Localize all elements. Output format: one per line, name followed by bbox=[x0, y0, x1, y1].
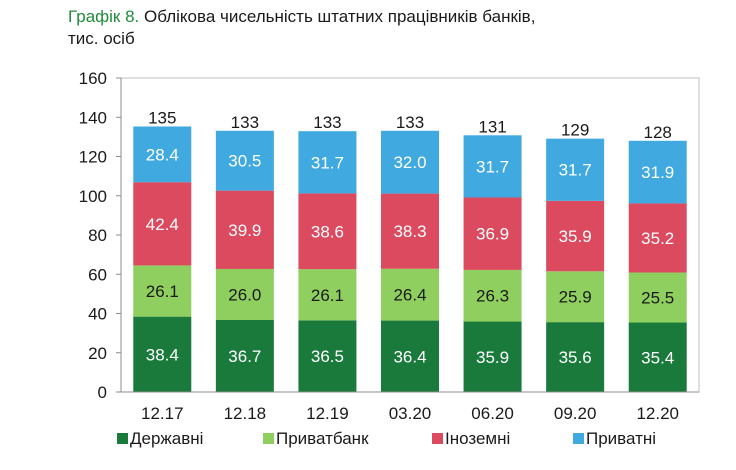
data-label: 35.4 bbox=[641, 348, 674, 367]
total-label: 133 bbox=[396, 113, 424, 132]
bar-segment bbox=[133, 182, 192, 266]
bar-segment bbox=[546, 322, 605, 392]
data-label: 36.7 bbox=[228, 347, 261, 366]
data-label: 26.4 bbox=[393, 286, 426, 305]
y-tick-label: 120 bbox=[79, 148, 107, 167]
data-label: 30.5 bbox=[228, 152, 261, 171]
bar-segment bbox=[463, 321, 522, 392]
bar-segment bbox=[298, 131, 357, 194]
total-label: 131 bbox=[478, 117, 506, 136]
legend-label: Іноземні bbox=[445, 429, 510, 448]
data-label: 36.4 bbox=[393, 347, 426, 366]
legend-label: Приватбанк bbox=[276, 429, 369, 448]
data-label: 38.4 bbox=[146, 345, 179, 364]
data-label: 32.0 bbox=[393, 153, 426, 172]
chart-title-unit: тис. осіб bbox=[68, 29, 135, 48]
x-tick-label: 12.17 bbox=[141, 404, 184, 423]
y-tick-label: 60 bbox=[88, 265, 107, 284]
y-tick-label: 100 bbox=[79, 187, 107, 206]
bar-segment bbox=[298, 193, 357, 270]
total-label: 135 bbox=[148, 108, 176, 127]
bar-segment bbox=[215, 319, 274, 392]
bar-segment bbox=[298, 320, 357, 392]
bar-segment bbox=[546, 138, 605, 201]
data-label: 35.9 bbox=[559, 227, 592, 246]
data-label: 39.9 bbox=[228, 221, 261, 240]
bar-segment bbox=[133, 126, 192, 183]
bar-segment bbox=[628, 203, 687, 273]
y-tick-label: 0 bbox=[98, 383, 107, 402]
data-label: 26.1 bbox=[311, 286, 344, 305]
x-tick-label: 12.19 bbox=[306, 404, 349, 423]
y-tick-label: 80 bbox=[88, 226, 107, 245]
data-label: 28.4 bbox=[146, 145, 179, 164]
bar-segment bbox=[628, 272, 687, 323]
bar-segment bbox=[628, 322, 687, 392]
data-label: 26.0 bbox=[228, 285, 261, 304]
y-tick-label: 40 bbox=[88, 305, 107, 324]
total-label: 133 bbox=[231, 113, 259, 132]
chart-title-prefix: Графік 8. bbox=[68, 7, 140, 26]
bar-segment bbox=[628, 140, 687, 204]
chart-title: Графік 8. Облікова чисельність штатних п… bbox=[68, 6, 535, 50]
legend-swatch bbox=[263, 433, 274, 444]
y-axis: 0 20 40 60 80 100 120 140 160 bbox=[79, 69, 122, 402]
data-label: 25.5 bbox=[641, 289, 674, 308]
data-label: 36.5 bbox=[311, 347, 344, 366]
bar-segment bbox=[215, 268, 274, 320]
bar-segment bbox=[463, 269, 522, 322]
x-tick-label: 06.20 bbox=[471, 404, 514, 423]
bar-segment bbox=[215, 190, 274, 269]
bar-segment bbox=[381, 320, 439, 392]
total-label: 129 bbox=[561, 121, 589, 140]
x-axis: 12.17 12.18 12.19 03.20 06.20 09.20 12.20 bbox=[121, 391, 699, 423]
data-label: 26.1 bbox=[146, 282, 179, 301]
data-label: 31.7 bbox=[559, 161, 592, 180]
bar-segment bbox=[381, 193, 439, 269]
y-tick-label: 140 bbox=[79, 108, 107, 127]
legend-label: Державні bbox=[130, 429, 203, 448]
data-label: 26.3 bbox=[476, 287, 509, 306]
bar-segment bbox=[381, 130, 439, 194]
bar-segment bbox=[298, 269, 357, 321]
x-tick-label: 12.18 bbox=[224, 404, 267, 423]
total-label: 133 bbox=[313, 113, 341, 132]
x-tick-label: 03.20 bbox=[389, 404, 432, 423]
bar-segment bbox=[215, 130, 274, 191]
data-label: 38.3 bbox=[393, 222, 426, 241]
data-label: 31.9 bbox=[641, 163, 674, 182]
segment-labels: 38.4 26.1 42.4 28.4 36.7 26.0 39.9 30.5 36.5 26.1… bbox=[146, 145, 675, 367]
legend-label: Приватні bbox=[586, 429, 656, 448]
data-label: 38.6 bbox=[311, 222, 344, 241]
data-label: 35.6 bbox=[559, 348, 592, 367]
bar-segment bbox=[546, 271, 605, 323]
x-tick-label: 09.20 bbox=[554, 404, 597, 423]
data-label: 25.9 bbox=[559, 288, 592, 307]
data-label: 35.9 bbox=[476, 348, 509, 367]
bar-segment bbox=[381, 268, 439, 321]
data-label: 42.4 bbox=[146, 215, 179, 234]
legend-swatch bbox=[432, 433, 443, 444]
bar-segment bbox=[133, 265, 192, 317]
legend-swatch bbox=[573, 433, 584, 444]
data-label: 31.7 bbox=[476, 157, 509, 176]
legend-swatch bbox=[117, 433, 128, 444]
bar-segment bbox=[133, 316, 192, 392]
data-label: 31.7 bbox=[311, 153, 344, 172]
x-tick-label: 12.20 bbox=[636, 404, 679, 423]
bar-segment bbox=[463, 135, 522, 198]
bar-segment bbox=[546, 200, 605, 272]
total-labels: 135 133 133 133 131 129 128 bbox=[148, 108, 672, 141]
bars bbox=[133, 126, 687, 392]
bar-segment bbox=[463, 197, 522, 270]
total-label: 128 bbox=[644, 123, 672, 142]
data-label: 36.9 bbox=[476, 225, 509, 244]
chart-title-text: Облікова чисельність штатних працівників… bbox=[144, 7, 536, 26]
data-label: 35.2 bbox=[641, 229, 674, 248]
y-tick-label: 20 bbox=[88, 344, 107, 363]
legend: Державні Приватбанк Іноземні Приватні bbox=[117, 429, 656, 448]
y-tick-label: 160 bbox=[79, 69, 107, 88]
